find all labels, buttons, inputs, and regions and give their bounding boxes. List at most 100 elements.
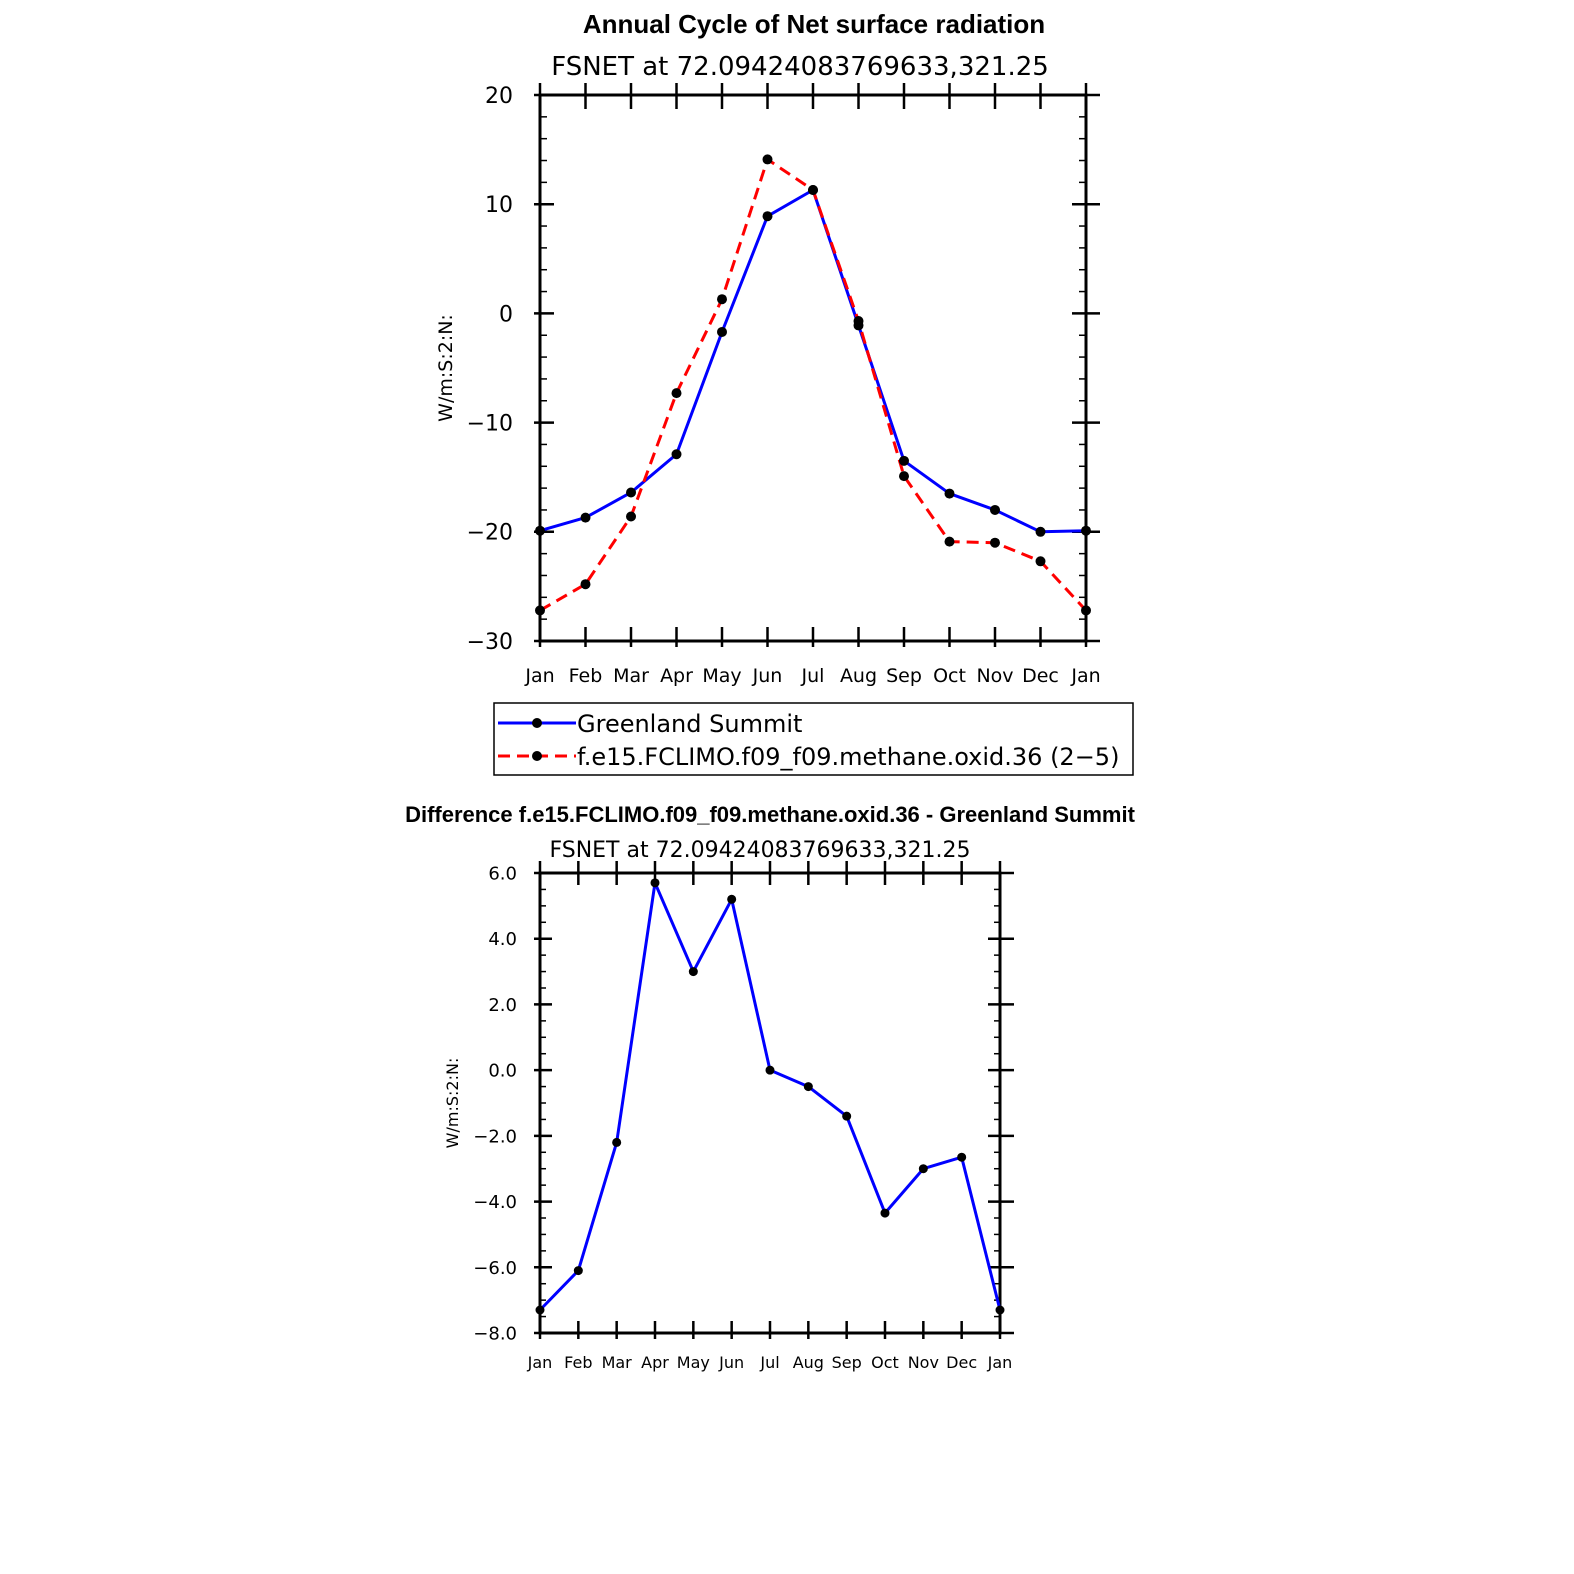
y-tick-label: 20 <box>485 84 513 109</box>
x-tick-label: Feb <box>564 1353 592 1372</box>
chart2-x-tick-labels: Jan Feb Mar Apr May Jun Jul Aug Sep Oct Nov Dec Jan <box>527 1353 1013 1372</box>
data-point <box>671 388 682 399</box>
x-tick-label: Nov <box>976 665 1013 687</box>
series-line-0 <box>538 881 1002 1312</box>
chart2-ticks <box>534 861 1014 1339</box>
data-point <box>762 211 773 222</box>
data-point <box>671 449 682 460</box>
chart1-legend: Greenland Summit f.e15.FCLIMO.f09_f09.me… <box>493 702 1134 776</box>
chart2-plot-frame <box>538 871 1002 1335</box>
data-point <box>612 1137 622 1147</box>
y-tick-label: 10 <box>485 193 513 218</box>
y-tick-label: 0.0 <box>488 1061 517 1082</box>
x-tick-label: Dec <box>946 1353 977 1372</box>
data-point <box>995 1305 1005 1315</box>
data-point <box>808 185 818 196</box>
data-point <box>580 579 591 590</box>
chart1-y-tick-labels: 20 10 0 −10 −20 −30 <box>467 84 513 655</box>
data-point <box>880 1208 890 1218</box>
chart2-ylabel: W/m:S:2:N: <box>443 1058 462 1149</box>
data-point <box>650 878 660 888</box>
y-tick-label: 2.0 <box>488 995 517 1016</box>
data-point <box>899 455 909 466</box>
data-point <box>1035 526 1046 537</box>
x-tick-label: Oct <box>871 1353 899 1372</box>
y-tick-label: −20 <box>467 521 513 546</box>
y-tick-label: 0 <box>499 302 513 327</box>
x-tick-label: Sep <box>886 665 922 687</box>
data-point <box>1081 605 1091 616</box>
data-point <box>727 894 737 904</box>
series-line-1 <box>539 157 1088 612</box>
y-tick-label: −4.0 <box>473 1192 517 1213</box>
x-tick-label: Jan <box>527 1353 553 1372</box>
data-point <box>944 488 955 499</box>
y-tick-label: −10 <box>467 412 513 437</box>
y-tick-label: −2.0 <box>473 1126 517 1147</box>
data-point <box>899 471 909 482</box>
data-point <box>803 1082 813 1092</box>
chart1-x-tick-labels: Jan Feb Mar Apr May Jun Jul Aug Sep Oct Nov Dec Jan <box>524 665 1100 687</box>
data-point <box>944 536 955 547</box>
legend-label-greenland-summit: Greenland Summit <box>577 710 802 738</box>
data-point <box>535 605 545 616</box>
y-tick-label: −6.0 <box>473 1258 517 1279</box>
data-point <box>535 525 545 536</box>
x-tick-label: Jun <box>752 665 783 687</box>
x-tick-label: Nov <box>908 1353 939 1372</box>
data-point <box>1081 525 1091 536</box>
data-point <box>990 504 1000 515</box>
x-tick-label: Jul <box>801 665 825 687</box>
data-point <box>626 511 636 522</box>
data-point <box>535 1305 545 1315</box>
data-point <box>626 487 636 498</box>
x-tick-label: Jul <box>759 1353 779 1372</box>
series-line-0 <box>539 188 1087 534</box>
legend-label-methane-oxid: f.e15.FCLIMO.f09_f09.methane.oxid.36 (2−… <box>577 743 1119 771</box>
x-tick-label: Apr <box>660 665 693 687</box>
data-point <box>1035 556 1046 567</box>
chart2-series <box>535 878 1005 1315</box>
x-tick-label: Oct <box>933 665 966 687</box>
x-tick-label: Jun <box>718 1353 744 1372</box>
x-tick-label: Jan <box>987 1353 1013 1372</box>
data-point <box>717 326 727 337</box>
data-point <box>717 294 727 305</box>
legend-box <box>493 702 1134 776</box>
x-tick-label: Dec <box>1022 665 1059 687</box>
chart2-subtitle: FSNET at 72.09424083769633,321.25 <box>549 838 970 863</box>
x-tick-label: Jan <box>1070 665 1100 687</box>
data-point <box>762 154 773 165</box>
x-tick-label: Apr <box>641 1353 669 1372</box>
chart2-y-tick-labels: 6.0 4.0 2.0 0.0 −2.0 −4.0 −6.0 −8.0 <box>473 863 517 1344</box>
chart1-plot-frame <box>538 93 1088 643</box>
chart1-title: Annual Cycle of Net surface radiation <box>583 9 1045 39</box>
legend-marker-greenland-summit <box>532 718 542 728</box>
data-point <box>918 1164 928 1174</box>
data-point <box>990 537 1000 548</box>
data-point <box>842 1111 852 1121</box>
chart1-series <box>535 154 1091 616</box>
y-tick-label: 6.0 <box>488 863 517 884</box>
x-tick-label: Aug <box>793 1353 824 1372</box>
legend-marker-methane-oxid <box>532 751 542 761</box>
x-tick-label: Feb <box>569 665 603 687</box>
chart2-title: Difference f.e15.FCLIMO.f09_f09.methane.… <box>405 802 1136 827</box>
data-point <box>765 1065 775 1075</box>
y-tick-label: 4.0 <box>488 929 517 950</box>
x-tick-label: May <box>677 1353 710 1372</box>
data-point <box>580 512 591 523</box>
x-tick-label: Jan <box>524 665 554 687</box>
data-point <box>853 316 864 327</box>
y-tick-label: −30 <box>467 630 513 655</box>
x-tick-label: Mar <box>602 1353 633 1372</box>
y-tick-label: −8.0 <box>473 1323 517 1344</box>
x-tick-label: Aug <box>840 665 877 687</box>
chart1-ticks <box>534 83 1100 647</box>
x-tick-label: Mar <box>613 665 649 687</box>
data-point <box>688 967 698 977</box>
chart1-ylabel: W/m:S:2:N: <box>435 314 457 422</box>
x-tick-label: Sep <box>832 1353 862 1372</box>
x-tick-label: May <box>702 665 741 687</box>
data-point <box>573 1266 583 1276</box>
